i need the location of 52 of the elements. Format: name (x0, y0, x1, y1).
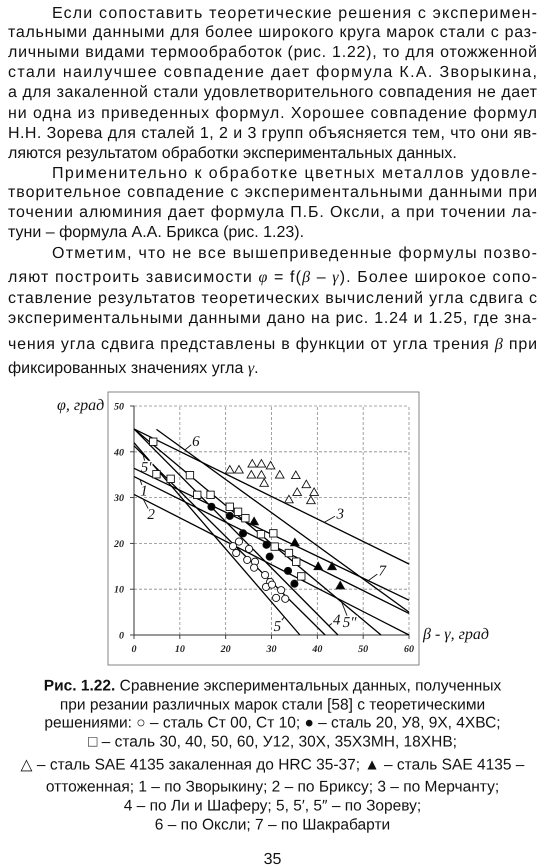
text: ни одна из приведенных формул. Хорошее совпадение формул (8, 105, 537, 122)
text: стали наилучшее совпадение дает формула К.А. Зворыкина, (8, 64, 537, 81)
text: ляются результатом обработки экспериментальных данных. (8, 145, 457, 162)
series-label: 1 (140, 484, 148, 500)
series-label: 5′ (140, 460, 152, 476)
text: Сравнение экспериментальных данных, полученных (120, 678, 502, 694)
text: тальными данными для более широкого круга марок стали с раз- (8, 24, 537, 41)
text: Если сопоставить теоретические решения с эксперимен- (52, 5, 537, 22)
text: личными видами термообработок (рис. 1.22), то для отожженной (8, 44, 537, 61)
text: решениями: ○ – сталь Ст 00, Ст 10; ● – сталь 20, У8, 9Х, 4ХВС; (44, 714, 501, 732)
x-axis-title: β - γ, град (422, 626, 489, 643)
text: оттоженная; 1 – по Зворыкину; 2 – по Бриксу; 3 – по Мерчанту; (46, 778, 500, 796)
series-label: 7 (378, 564, 388, 580)
text: 4 – по Ли и Шаферу; 5, 5′, 5″ – по Зореву; (124, 798, 422, 814)
text: ставление результатов теоретических вычислений угла сдвига с (8, 290, 537, 307)
y-tick-label: 0 (119, 630, 124, 642)
text: при резании различных марок стали [58] с теоретическими (60, 696, 486, 714)
text: фиксированных значениях угла γ. (8, 360, 259, 377)
y-tick-label: 20 (113, 538, 124, 550)
text: □ – сталь 30, 40, 50, 60, У12, 30Х, 35Х3МН, 18ХНВ; (88, 734, 457, 750)
text: точении алюминия дает формула П.Б. Оксли, а при точении ла- (8, 204, 537, 221)
y-axis-title: φ, град (57, 397, 104, 414)
y-tick-label: 40 (113, 447, 124, 458)
series-label: 2 (147, 507, 156, 524)
x-tick-label: 10 (174, 644, 185, 655)
text: ляют построить зависимости φ = f(β – γ). Более широкое сопо- (8, 269, 537, 286)
text: Применительно к обработке цветных металлов удовле- (52, 165, 537, 182)
series-label: 6 (192, 434, 200, 450)
text: творительное совпадение с экспериментальными данными при (8, 184, 537, 201)
text: экспериментальными данными дано на рис. 1.24 и 1.25, где зна- (8, 310, 537, 327)
x-tick-label: 0 (132, 644, 136, 655)
series-label: 4 (333, 612, 342, 629)
text: а для закаленной стали удовлетворительного совпадения не дает (8, 84, 538, 101)
y-tick-label: 10 (114, 584, 124, 596)
y-tick-label: 50 (114, 402, 124, 412)
x-tick-label: 40 (311, 644, 322, 655)
text: 35 (264, 851, 282, 867)
y-tick-label: 30 (113, 493, 124, 504)
x-tick-label: 30 (266, 644, 276, 655)
text: △ – сталь SAE 4135 закаленная до HRC 35-37; ▲ – сталь SAE 4135 – (20, 756, 525, 774)
series-label: 5″ (342, 615, 358, 632)
text: чения угла сдвига представлены в функции от угла трения β при (8, 336, 537, 353)
x-tick-label: 50 (358, 644, 368, 655)
text: Рис. 1.22. (44, 678, 120, 694)
text: Отметим, что не все вышеприведенные формулы позво- (52, 245, 537, 262)
text: Н.Н. Зорева для сталей 1, 2 и 3 групп объясняется тем, что они яв- (8, 125, 537, 142)
text: туни – формула А.А. Брикса (рис. 1.23). (8, 224, 304, 241)
series-label: 5 (274, 618, 282, 635)
x-tick-label: 60 (404, 644, 414, 655)
series-label: 3 (335, 506, 344, 522)
text: 6 – по Оксли; 7 – по Шакрабарти (154, 816, 390, 834)
x-tick-label: 20 (220, 644, 231, 655)
